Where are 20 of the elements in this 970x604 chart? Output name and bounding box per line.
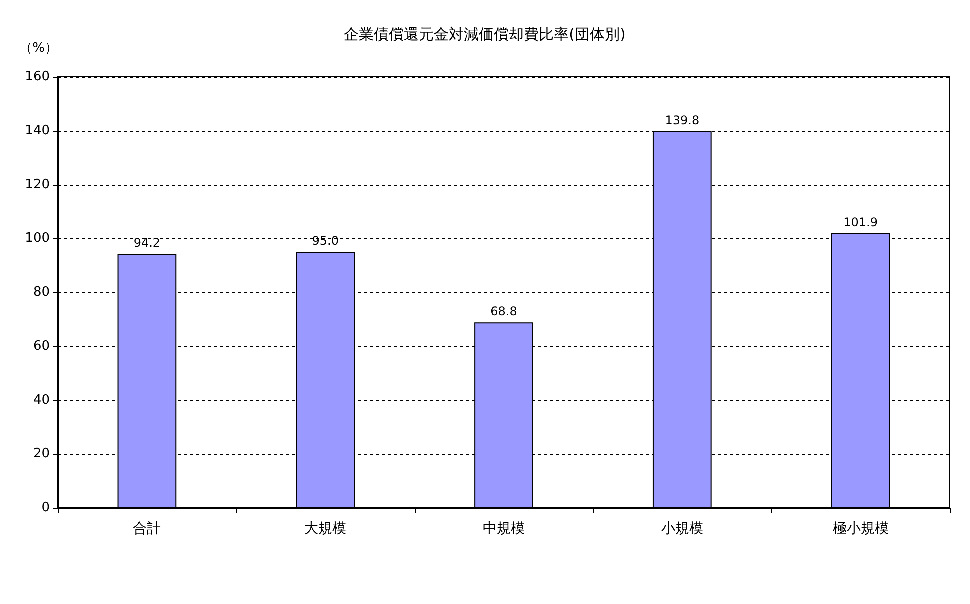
- y-axis-title: （%）: [20, 41, 58, 56]
- y-tick-label: 80: [33, 285, 50, 300]
- chart-title: 企業債償還元金対減価償却費比率(団体別): [344, 26, 626, 44]
- y-tick-label: 60: [33, 338, 50, 354]
- y-tick-label: 40: [33, 392, 50, 408]
- y-tick-label: 140: [25, 123, 50, 138]
- data-label: 68.8: [490, 304, 518, 319]
- x-tick-label: 小規模: [661, 521, 704, 537]
- x-tick-label: 大規模: [304, 521, 347, 537]
- x-tick-label: 中規模: [483, 521, 525, 537]
- y-tick-label: 160: [25, 70, 50, 84]
- x-tick-label: 合計: [133, 521, 162, 537]
- data-label: 95.0: [312, 234, 339, 248]
- y-tick-label: 0: [42, 500, 50, 516]
- data-label: 139.8: [665, 113, 700, 128]
- x-tick-label: 極小規模: [832, 521, 889, 537]
- y-tick-label: 20: [33, 446, 50, 462]
- data-label: 101.9: [844, 216, 878, 230]
- y-tick-label: 120: [25, 177, 50, 192]
- y-tick-label: 100: [25, 231, 50, 246]
